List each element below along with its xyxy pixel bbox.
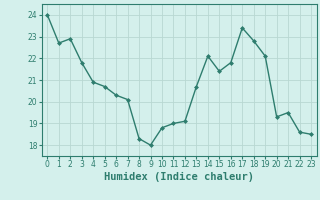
- X-axis label: Humidex (Indice chaleur): Humidex (Indice chaleur): [104, 172, 254, 182]
